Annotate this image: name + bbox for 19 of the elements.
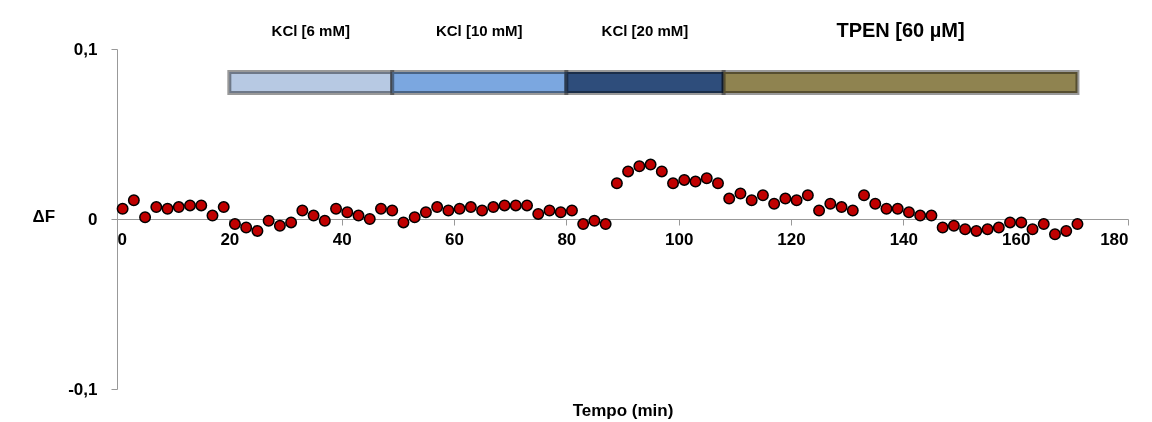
- x-tick-label: 120: [777, 229, 806, 249]
- x-tick-label: 20: [220, 229, 240, 249]
- y-tick-label: 0,1: [73, 39, 98, 59]
- band-label: TPEN [60 µM]: [836, 19, 965, 41]
- x-tick-label: 80: [557, 229, 577, 249]
- y-tick-label: -0,1: [68, 379, 98, 399]
- x-tick-label: 180: [1100, 229, 1129, 249]
- x-tick-label: 160: [1001, 229, 1031, 249]
- x-tick-label: 140: [889, 229, 919, 249]
- x-tick-label: 60: [445, 229, 464, 249]
- band-label: KCl [6 mM]: [271, 22, 350, 39]
- band-label: KCl [20 mM]: [601, 22, 689, 39]
- x-tick-label: 0: [117, 229, 127, 249]
- band-label: KCl [10 mM]: [435, 22, 523, 39]
- x-axis-title: Tempo (min): [572, 400, 674, 420]
- y-axis-title: ΔF: [32, 206, 56, 226]
- y-tick-label: 0: [88, 209, 98, 229]
- x-tick-label: 40: [332, 229, 352, 249]
- x-tick-label: 100: [664, 229, 694, 249]
